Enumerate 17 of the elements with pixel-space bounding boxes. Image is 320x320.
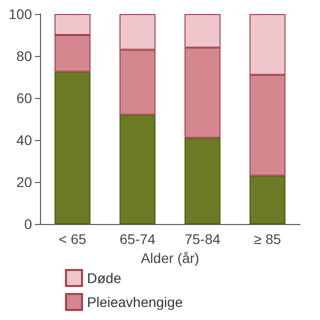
bar <box>54 72 90 224</box>
bar <box>184 138 220 224</box>
bar <box>120 114 156 224</box>
x-tick-label: 75-84 <box>184 231 221 247</box>
x-axis-title: Alder (år) <box>140 250 200 266</box>
bar <box>250 176 286 224</box>
x-tick-label: 65-74 <box>120 231 156 247</box>
y-tick-label: 80 <box>16 48 32 64</box>
y-tick-label: 20 <box>16 174 32 190</box>
legend-label: Døde <box>87 270 122 286</box>
x-tick-label: ≥ 85 <box>254 231 282 247</box>
legend-label: Pleieavhengige <box>87 294 183 310</box>
x-tick-label: < 65 <box>58 231 87 247</box>
y-tick-label: 40 <box>16 132 32 148</box>
y-tick-label: 100 <box>8 6 32 22</box>
y-tick-label: 0 <box>24 216 32 232</box>
y-tick-label: 60 <box>16 90 32 106</box>
